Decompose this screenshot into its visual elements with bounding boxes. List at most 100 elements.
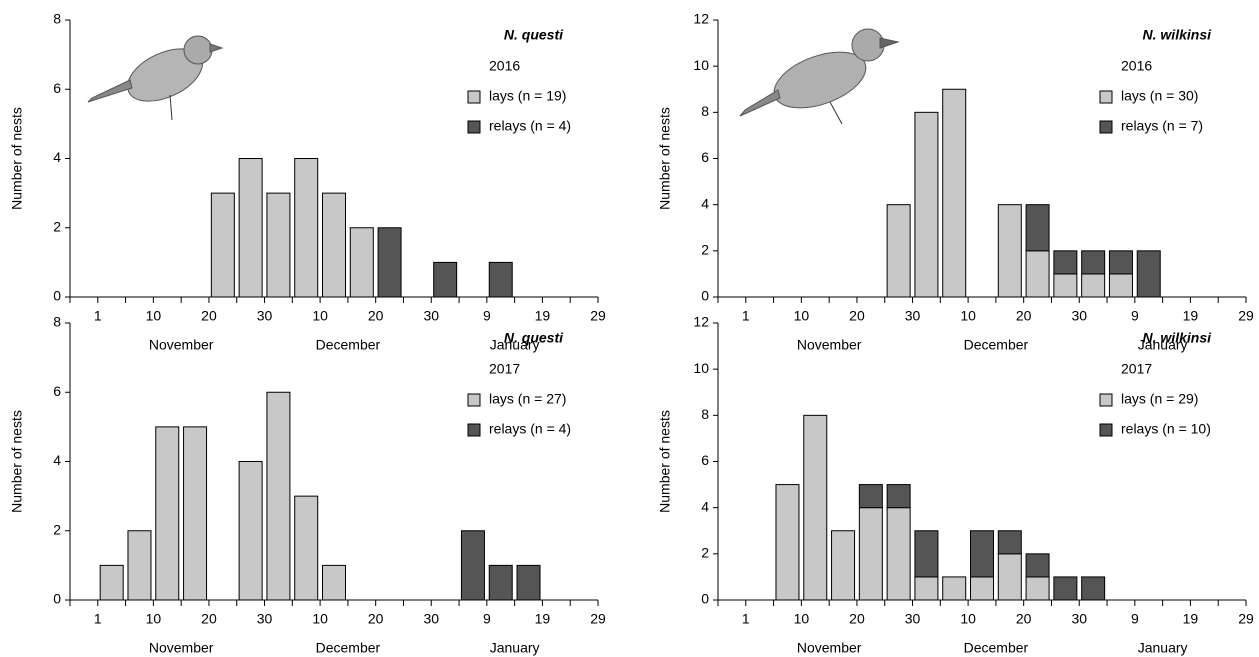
legend-label: relays (n = 4) <box>489 118 571 134</box>
y-tick-label: 8 <box>53 314 61 330</box>
bar-segment <box>488 261 513 298</box>
y-tick-label: 0 <box>53 591 61 607</box>
panel-subtitle: 2017 <box>489 361 520 377</box>
legend-swatch <box>467 90 481 104</box>
bar-segment <box>858 484 883 509</box>
panel-subtitle: 2016 <box>489 58 520 74</box>
panel-title: N. questi <box>504 27 564 43</box>
legend-label: relays (n = 4) <box>489 421 571 437</box>
y-tick-label: 12 <box>693 11 709 27</box>
bar-segment <box>294 158 319 298</box>
bar-segment <box>1053 273 1078 298</box>
y-tick-label: 2 <box>53 218 61 234</box>
x-tick-label: 30 <box>1071 308 1087 324</box>
bar-segment <box>858 507 883 601</box>
bar-segment <box>914 530 939 578</box>
x-tick-label: 29 <box>590 308 606 324</box>
bar-segment <box>997 204 1022 298</box>
x-tick-label: 1 <box>94 308 102 324</box>
x-tick-label: 9 <box>483 611 491 627</box>
y-tick-label: 4 <box>53 452 61 468</box>
bar-segment <box>266 391 291 601</box>
x-tick-label: 9 <box>1131 308 1139 324</box>
bar-segment <box>322 192 346 298</box>
x-tick-label: 20 <box>849 611 865 627</box>
y-tick-label: 8 <box>53 11 61 27</box>
x-tick-label: 20 <box>849 308 865 324</box>
bar-segment <box>803 414 828 601</box>
y-tick-label: 0 <box>53 288 61 304</box>
month-label: January <box>490 337 540 353</box>
legend-label: relays (n = 10) <box>1121 421 1211 437</box>
month-label: November <box>149 337 214 353</box>
month-label: November <box>149 640 214 656</box>
legend-swatch <box>1099 393 1113 407</box>
x-tick-label: 20 <box>368 308 384 324</box>
x-tick-label: 30 <box>423 611 439 627</box>
x-tick-label: 30 <box>257 611 273 627</box>
x-tick-label: 9 <box>1131 611 1139 627</box>
y-tick-label: 12 <box>693 314 709 330</box>
bar-segment <box>1081 250 1106 275</box>
bar-segment <box>942 88 967 298</box>
bar-segment <box>1081 273 1106 298</box>
bar-segment <box>886 204 911 298</box>
x-tick-label: 9 <box>483 308 491 324</box>
y-tick-label: 6 <box>701 149 709 165</box>
bar-segment <box>210 192 235 298</box>
legend-swatch <box>467 120 481 134</box>
bar-segment <box>1136 250 1161 298</box>
x-tick-label: 10 <box>794 308 810 324</box>
y-tick-label: 10 <box>693 360 709 376</box>
x-tick-label: 1 <box>742 611 750 627</box>
bird-illustration <box>739 28 900 125</box>
x-tick-label: 30 <box>905 308 921 324</box>
x-tick-label: 20 <box>368 611 384 627</box>
legend-label: lays (n = 19) <box>489 88 566 104</box>
legend-label: lays (n = 29) <box>1121 391 1198 407</box>
bar-segment <box>1108 273 1133 298</box>
y-tick-label: 6 <box>53 383 61 399</box>
legend-label: lays (n = 27) <box>489 391 566 407</box>
y-axis-title: Number of nests <box>9 410 25 513</box>
x-tick-label: 10 <box>312 308 328 324</box>
bar-segment <box>460 530 485 601</box>
bar-segment <box>155 426 180 601</box>
x-tick-label: 20 <box>1016 611 1032 627</box>
bar-segment <box>238 461 263 601</box>
x-tick-label: 10 <box>960 611 976 627</box>
legend-swatch <box>467 423 481 437</box>
y-axis-title: Number of nests <box>657 410 673 513</box>
y-tick-label: 10 <box>693 57 709 73</box>
bar-segment <box>127 530 152 601</box>
bar-segment <box>997 530 1022 555</box>
x-tick-label: 29 <box>1238 611 1254 627</box>
legend-swatch <box>1099 423 1113 437</box>
x-tick-label: 10 <box>794 611 810 627</box>
x-tick-label: 29 <box>590 611 606 627</box>
y-tick-label: 8 <box>701 103 709 119</box>
bar-segment <box>970 530 994 578</box>
bar-segment <box>183 426 208 601</box>
x-tick-label: 10 <box>146 308 162 324</box>
panel-title: N. questi <box>504 330 564 346</box>
y-tick-label: 4 <box>701 195 709 211</box>
bar-segment <box>1025 553 1050 578</box>
bar-segment <box>433 261 458 298</box>
y-tick-label: 0 <box>701 591 709 607</box>
panel-title: N. wilkinsi <box>1143 27 1213 43</box>
bar-segment <box>1053 250 1078 275</box>
y-tick-label: 6 <box>53 80 61 96</box>
bar-segment <box>997 553 1022 601</box>
bar-segment <box>1081 576 1106 601</box>
month-label: December <box>316 337 381 353</box>
y-tick-label: 2 <box>701 545 709 561</box>
month-label: January <box>1138 640 1188 656</box>
legend-swatch <box>467 393 481 407</box>
y-tick-label: 0 <box>701 288 709 304</box>
x-tick-label: 20 <box>201 308 217 324</box>
month-label: November <box>797 640 862 656</box>
x-tick-label: 20 <box>1016 308 1032 324</box>
bar-segment <box>488 564 513 601</box>
panel-subtitle: 2016 <box>1121 58 1152 74</box>
